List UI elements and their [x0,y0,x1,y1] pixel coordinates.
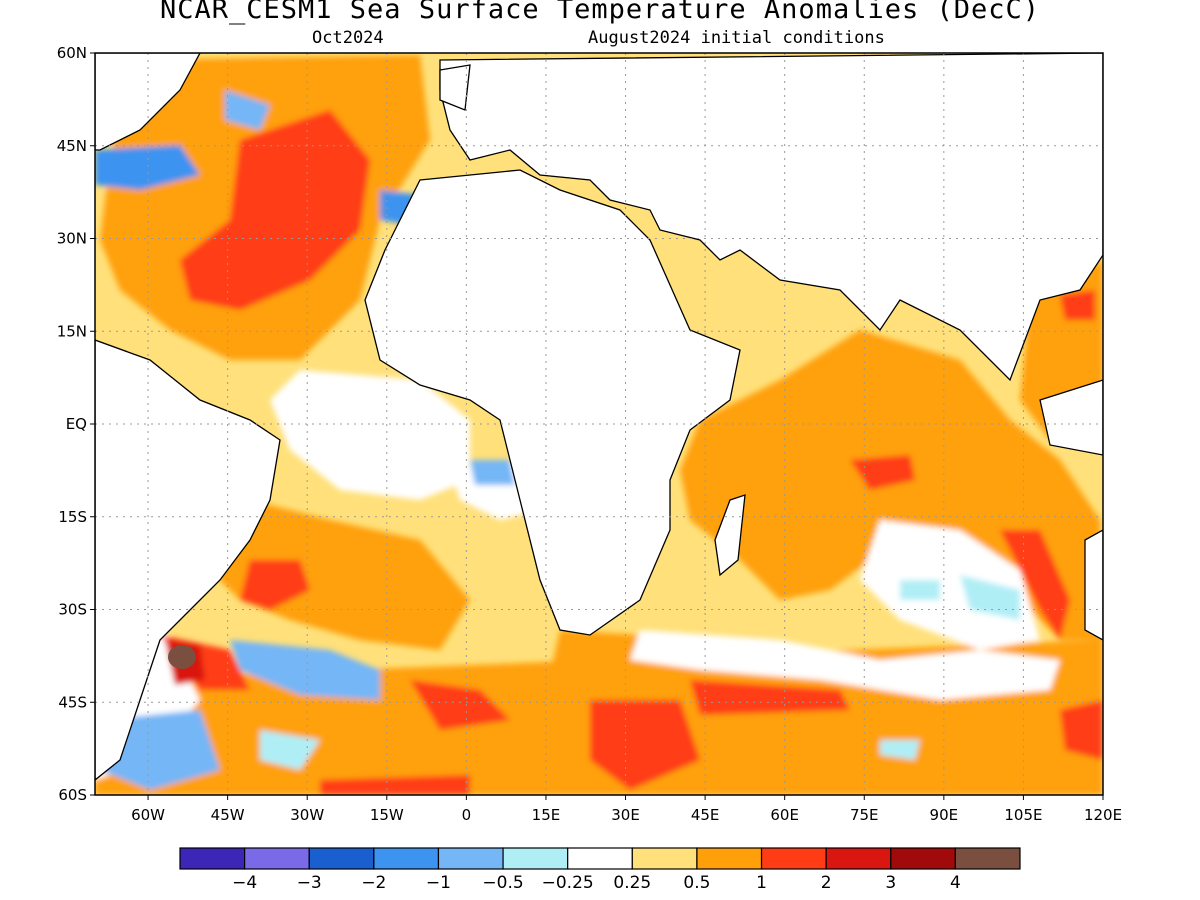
colorbar-label: −0.25 [542,873,594,893]
north-atlantic-cool [225,90,270,130]
south-atlantic-hot [240,560,310,610]
lat-label: EQ [66,415,87,433]
lat-label: 45N [57,137,87,155]
colorbar-swatch [244,847,310,870]
south-china-sea-hot [1060,290,1095,320]
southern-band-neutral [630,630,1060,700]
north-atlantic-hot [180,110,370,310]
lon-label: 30W [290,806,324,824]
north-america [95,53,201,151]
lat-label: 15N [57,322,87,340]
map-title: NCAR_CESM1 Sea Surface Temperature Anoma… [159,0,1041,25]
lon-label: 90E [930,806,959,824]
colorbar-label: −2 [361,873,386,893]
madagascar [714,494,746,577]
colorbar-label: −3 [297,873,322,893]
lat-label: 15S [58,508,87,526]
lat-label: 60N [57,44,87,62]
south-atlantic-cool-2 [260,730,320,770]
lat-label: 30S [58,601,87,619]
lon-label: 75E [850,806,879,824]
longitude-labels: 60W 45W 30W 15W 0 15E 30E 45E 60E 75E 90E 105E 120E [131,795,1122,824]
south-atlantic-warm [210,500,470,650]
tasman-hot [1060,700,1103,760]
south-africa-hot [590,700,700,790]
gulf-of-guinea-cool [470,460,515,485]
colorbar-swatch [631,847,698,870]
colorbar-label: 0.5 [683,873,710,893]
lon-label: 45E [691,806,720,824]
west-australia-hot [1000,530,1070,640]
south-america [95,339,281,781]
indian-cool-2 [960,575,1020,620]
south-indian-neutral [860,520,1040,650]
australia [1084,529,1103,641]
maritime-continent [1039,379,1103,456]
lon-label: 105E [1004,806,1042,824]
southern-indian-cool [880,740,920,760]
colorbar-label: 4 [950,873,961,893]
lon-label: 15W [370,806,404,824]
colorbar-label: −0.5 [482,873,523,893]
indian-hot [850,455,915,490]
peak-anomaly-patch [168,645,196,669]
land-masses [95,53,1103,781]
colorbar-swatch [696,847,763,870]
colorbar-label: 0.25 [613,873,651,893]
colorbar-swatch [502,847,569,870]
labrador-cold [95,145,200,190]
colorbar-swatch [437,847,504,870]
great-britain [439,64,471,111]
colorbar-label: −1 [426,873,451,893]
lon-label: 60E [770,806,799,824]
latitude-labels: 60N 45N 30N 15N EQ 15S 30S 45S 60S [57,44,95,804]
lon-label: 30E [611,806,640,824]
lat-label: 60S [58,786,87,804]
gridlines [95,53,1103,795]
colorbar-swatch [954,847,1021,870]
lon-label: 15E [532,806,561,824]
lon-label: 45W [211,806,245,824]
initial-conditions: August2024 initial conditions [588,28,885,48]
colorbar-swatch [567,847,633,870]
eurasia [439,53,1103,382]
lat-label: 45S [58,693,87,711]
lat-label: 30N [57,230,87,248]
colorbar-label: −4 [232,873,257,893]
colorbar-swatch [825,847,892,870]
colorbar-swatch [890,847,956,870]
colorbar-swatch [179,847,246,870]
colorbar-swatch [308,847,375,870]
colorbar-label: 1 [756,873,767,893]
colorbar: −4 −3 −2 −1 −0.5 −0.25 0.25 0.5 1 2 3 4 [179,847,1021,893]
colorbar-label: 3 [885,873,896,893]
africa [364,169,741,636]
lon-label: 60W [131,806,165,824]
indian-cool [900,580,940,600]
colorbar-swatch [373,847,440,870]
tropical-atlantic-neutral [270,370,470,500]
southern-ocean-hot [320,775,470,795]
lon-label: 0 [462,806,472,824]
colorbar-label: 2 [821,873,832,893]
southern-indian-hot [690,680,850,715]
forecast-month: Oct2024 [312,28,384,48]
lon-label: 120E [1084,806,1122,824]
south-atlantic-hot-2 [410,680,510,730]
south-atlantic-cool [230,640,380,700]
colorbar-swatch [760,847,827,870]
